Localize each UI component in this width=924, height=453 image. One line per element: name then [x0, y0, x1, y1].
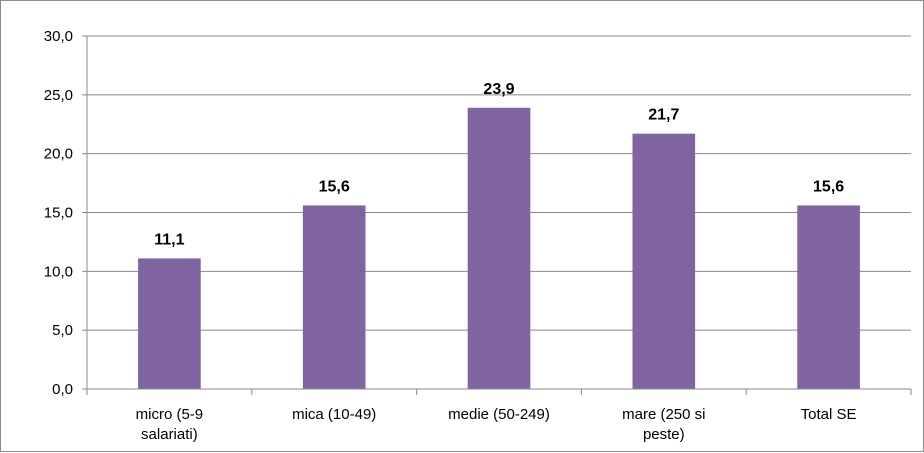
y-tick-label: 5,0: [52, 322, 73, 339]
x-category-label-line: medie (50-249): [448, 406, 550, 423]
data-label-4: 21,7: [648, 107, 679, 124]
y-tick-label: 30,0: [44, 28, 73, 45]
y-tick-label: 0,0: [52, 381, 73, 398]
y-tick-label: 20,0: [44, 146, 73, 163]
y-tick-label: 15,0: [44, 205, 73, 222]
y-tick-label: 10,0: [44, 263, 73, 280]
x-category-label-3: medie (50-249): [448, 406, 550, 423]
x-category-label-4: mare (250 si peste): [622, 406, 705, 443]
bar-4: [632, 133, 696, 389]
x-category-label-1: micro (5-9 salariati): [136, 406, 204, 443]
x-category-label-line: peste): [643, 426, 685, 443]
data-label-3: 23,9: [483, 81, 514, 98]
bar-2: [302, 205, 366, 389]
y-tick-label: 25,0: [44, 87, 73, 104]
x-category-label-line: mica (10-49): [292, 406, 376, 423]
x-category-label-line: Total SE: [801, 406, 857, 423]
x-category-label-line: salariati): [141, 426, 198, 443]
x-category-label-line: micro (5-9: [136, 406, 204, 423]
data-label-1: 11,1: [154, 231, 184, 248]
bar-1: [138, 258, 201, 389]
data-label-5: 15,6: [813, 178, 844, 195]
bar-5: [797, 205, 860, 389]
x-category-label-5: Total SE: [801, 406, 857, 423]
x-category-label-line: mare (250 si: [622, 406, 705, 423]
x-category-label-2: mica (10-49): [292, 406, 376, 423]
bar-3: [467, 107, 531, 389]
data-label-2: 15,6: [319, 178, 350, 195]
